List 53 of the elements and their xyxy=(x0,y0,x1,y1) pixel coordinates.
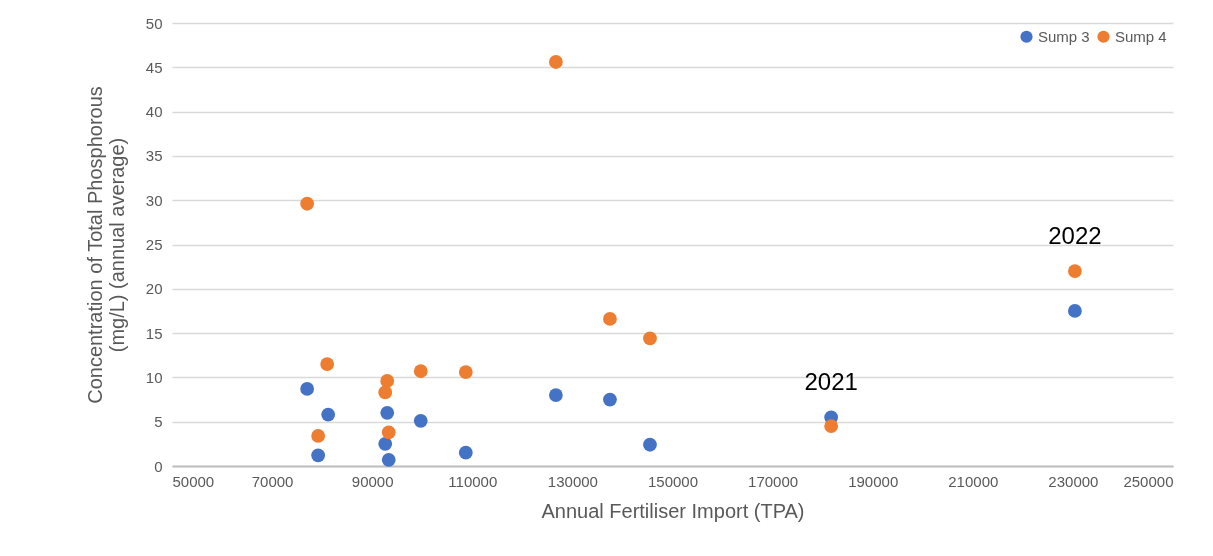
point xyxy=(300,382,315,396)
legend-label: Sump 3 xyxy=(1038,27,1090,45)
y-tick-label: 40 xyxy=(145,103,163,121)
legend-label: Sump 4 xyxy=(1115,27,1167,45)
x-tick-label: 250000 xyxy=(1123,472,1174,490)
y-tick-label: 30 xyxy=(145,191,163,209)
point xyxy=(413,364,428,379)
x-axis-title: Annual Fertiliser Import (TPA) xyxy=(541,499,805,522)
y-tick-label: 10 xyxy=(145,368,163,386)
y-tick-label: 0 xyxy=(154,457,163,475)
x-tick-label: 170000 xyxy=(748,472,799,490)
point xyxy=(643,437,657,452)
point xyxy=(1068,264,1082,278)
point xyxy=(413,413,428,428)
x-tick-label: 210000 xyxy=(948,472,999,490)
y-tick-label: 35 xyxy=(145,147,163,165)
point xyxy=(548,388,563,402)
point xyxy=(311,448,326,463)
point xyxy=(320,357,335,371)
point xyxy=(458,365,473,379)
point xyxy=(321,407,336,422)
point xyxy=(548,55,563,69)
point xyxy=(380,405,395,420)
y-tick-label: 50 xyxy=(145,14,163,32)
point xyxy=(380,374,395,388)
point xyxy=(381,425,396,440)
point xyxy=(378,385,393,400)
point xyxy=(643,331,657,346)
x-tick-label: 50000 xyxy=(172,472,215,490)
point xyxy=(824,419,839,434)
y-tick-label: 15 xyxy=(145,324,163,342)
point xyxy=(300,196,315,211)
y-tick-label: 25 xyxy=(145,236,163,253)
point xyxy=(381,452,396,467)
x-tick-label: 70000 xyxy=(251,472,294,490)
y-axis-title: Concentration of Total Phosphorous (mg/L) (annual average) xyxy=(83,86,128,404)
point xyxy=(1068,304,1082,318)
x-tick-label: 90000 xyxy=(351,472,394,490)
point xyxy=(603,392,617,407)
point xyxy=(458,445,473,460)
x-tick-label: 130000 xyxy=(547,472,598,490)
y-tick-label: 20 xyxy=(145,280,163,298)
x-tick-label: 230000 xyxy=(1048,472,1099,490)
y-tick-label: 45 xyxy=(145,58,163,76)
annotation: 2022 xyxy=(1048,222,1102,250)
point xyxy=(378,436,393,451)
annotation: 2021 xyxy=(804,368,858,396)
point xyxy=(311,429,326,443)
x-tick-label: 190000 xyxy=(848,472,899,490)
x-tick-label: 110000 xyxy=(448,472,498,490)
x-tick-label: 150000 xyxy=(647,472,699,490)
y-tick-label: 5 xyxy=(154,413,163,431)
point xyxy=(603,312,617,326)
